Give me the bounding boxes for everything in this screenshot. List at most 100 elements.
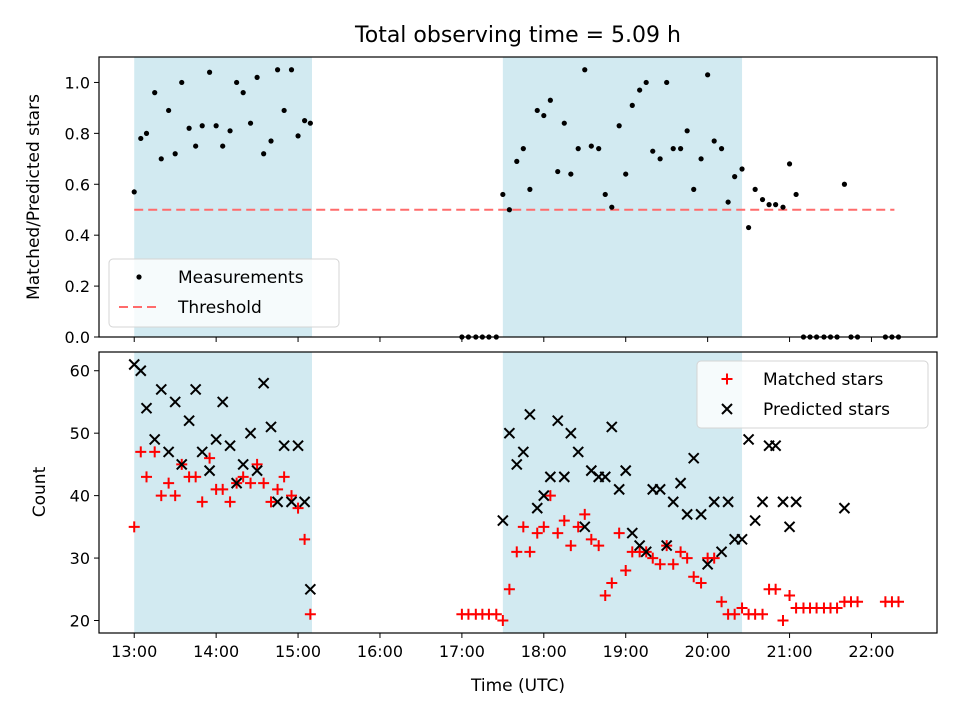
measurement-point [752, 186, 758, 192]
chart-title: Total observing time = 5.09 h [354, 23, 681, 48]
matched-stars-point [517, 521, 529, 533]
measurement-point [234, 79, 240, 86]
predicted-stars-point [558, 471, 570, 483]
x-tick-label: 14:00 [193, 642, 239, 661]
matched-stars-point [667, 558, 679, 570]
matched-stars-point [757, 608, 769, 620]
matched-stars-point [729, 608, 741, 620]
measurement-point [745, 224, 752, 231]
matched-stars-point [831, 602, 843, 614]
predicted-stars-point [265, 421, 277, 433]
measurement-point [240, 90, 246, 96]
matched-stars-point [251, 458, 263, 470]
observing-interval-band [502, 57, 743, 337]
predicted-stars-point [210, 433, 222, 446]
measurement-point [206, 69, 213, 75]
measurement-point [527, 186, 533, 192]
predicted-stars-point [304, 583, 317, 595]
predicted-stars-point [298, 496, 311, 508]
predicted-stars-point [189, 383, 202, 396]
measurement-point [179, 79, 185, 86]
matched-stars-point [552, 527, 564, 539]
matched-stars-point [716, 596, 728, 608]
matched-stars-point [224, 496, 236, 508]
predicted-stars-point [251, 464, 263, 477]
matched-stars-point [558, 515, 570, 527]
x-tick-label: 21:00 [766, 642, 812, 661]
matched-stars-point [770, 583, 782, 595]
measurement-point [152, 90, 158, 96]
legend-box [108, 258, 340, 328]
x-tick-label: 19:00 [603, 642, 649, 661]
matched-stars-point [647, 552, 659, 564]
matched-stars-point [593, 540, 605, 552]
predicted-stars-point [544, 471, 557, 483]
matched-stars-point [688, 571, 700, 583]
count-panel: 20 30 40 50 60 13:00 14:00 15:00 16:00 17:00 18:00… [70, 351, 938, 661]
matched-stars-point [784, 590, 796, 602]
matched-stars-point [190, 471, 202, 483]
predicted-stars-point [620, 464, 632, 477]
matched-stars-point [599, 590, 611, 602]
matched-stars-point [613, 527, 625, 539]
predicted-stars-point [701, 558, 714, 571]
measurement-point [547, 97, 553, 103]
measurement-point [268, 138, 274, 144]
matched-stars-point [675, 546, 687, 558]
measurement-point [193, 143, 199, 149]
measurement-point [664, 79, 670, 86]
predicted-stars-point [148, 433, 161, 446]
x-tick-label: 17:00 [439, 642, 485, 661]
predicted-stars-point [667, 496, 679, 508]
predicted-stars-point [688, 452, 700, 464]
matched-stars-point [237, 471, 249, 483]
measurement-point [629, 102, 635, 108]
matched-stars-point [128, 521, 140, 533]
measurement-point [288, 67, 295, 73]
measurement-point [138, 135, 144, 142]
matched-stars-point [606, 577, 618, 589]
predicted-stars-point [257, 377, 270, 389]
measurement-point [514, 158, 520, 164]
measurement-point [186, 125, 192, 131]
predicted-stars-point [654, 483, 666, 496]
matched-stars-point [777, 615, 789, 627]
measurement-point [711, 138, 717, 144]
matched-stars-point [299, 533, 311, 545]
measurement-point [582, 67, 588, 73]
measurement-point [678, 146, 684, 152]
y-axis-label-bottom: Count [30, 466, 50, 517]
matched-stars-point [278, 471, 290, 483]
predicted-stars-point [244, 427, 257, 439]
measurement-point [739, 166, 745, 172]
measurement-point [307, 120, 313, 126]
predicted-stars-point [681, 508, 693, 521]
measurement-point [670, 146, 676, 152]
matched-stars-point [585, 533, 597, 545]
predicted-stars-point [626, 527, 638, 539]
matched-stars-point [217, 483, 229, 495]
measurement-point [705, 72, 711, 78]
predicted-stars-point [579, 521, 591, 533]
matched-stars-point [654, 558, 666, 570]
measurement-point [725, 199, 731, 205]
matched-stars-point [155, 490, 167, 502]
measurement-point [199, 123, 205, 129]
measurement-point [780, 204, 786, 210]
predicted-stars-point [162, 446, 175, 458]
matched-stars-point [893, 596, 904, 608]
measurement-point [773, 202, 779, 208]
matched-stars-point [292, 502, 304, 514]
x-axis-label: Time (UTC) [470, 676, 565, 696]
predicted-stars-point [216, 396, 229, 408]
matched-stars-point [272, 483, 284, 495]
predicted-stars-point [552, 414, 564, 427]
predicted-stars-point [169, 396, 181, 408]
predicted-stars-point [176, 458, 188, 471]
measurement-point [596, 146, 602, 152]
measurement-point [616, 123, 622, 129]
measurement-point [534, 107, 540, 114]
measurement-point [657, 156, 663, 162]
predicted-stars-point [531, 502, 543, 514]
y-tick-label: 50 [70, 424, 90, 443]
